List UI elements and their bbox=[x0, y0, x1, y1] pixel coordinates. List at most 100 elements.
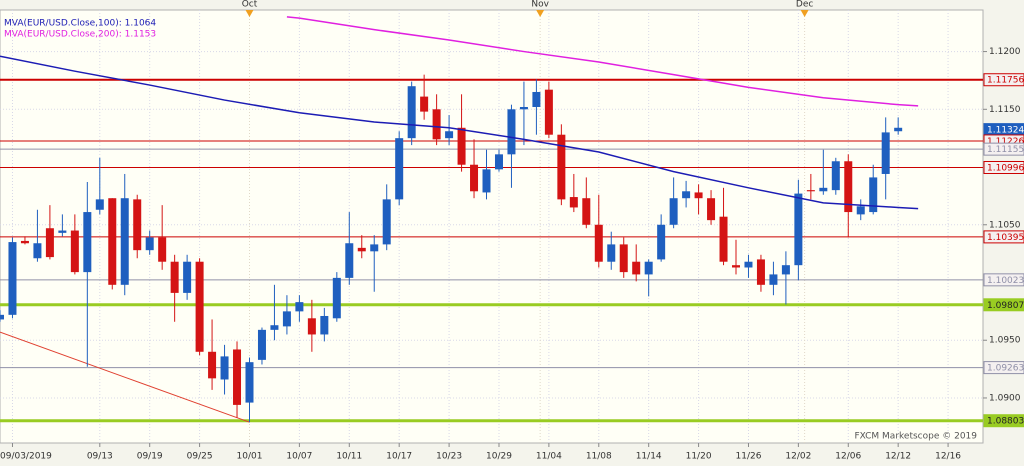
candle-body bbox=[370, 244, 379, 252]
candle-body bbox=[707, 198, 716, 221]
candle-body bbox=[282, 311, 291, 327]
candle-body bbox=[183, 261, 192, 293]
level-label: 1.08803 bbox=[987, 417, 1024, 427]
candle-body bbox=[732, 265, 741, 268]
legend-entry: MVA(EUR/USD.Close,100): 1.1064 bbox=[4, 19, 156, 29]
candle-body bbox=[307, 318, 316, 335]
x-tick-label: 09/19 bbox=[137, 452, 163, 462]
candle-body bbox=[233, 349, 242, 405]
candle-body bbox=[482, 169, 491, 193]
candle-body bbox=[8, 242, 17, 315]
candle-body bbox=[632, 261, 641, 275]
candle-body bbox=[432, 109, 441, 140]
candle-body bbox=[457, 127, 466, 165]
y-tick-label: 1.1150 bbox=[989, 105, 1021, 115]
level-label-box bbox=[983, 298, 1024, 312]
candle-body bbox=[357, 247, 366, 252]
candle-body bbox=[794, 193, 803, 266]
x-tick-label: 10/07 bbox=[286, 452, 312, 462]
candle-body bbox=[594, 224, 603, 262]
candle-body bbox=[70, 230, 79, 273]
level-label-box bbox=[983, 142, 1024, 156]
candle-body bbox=[619, 244, 628, 273]
level-label: 1.09263 bbox=[987, 364, 1024, 374]
candle-body bbox=[644, 261, 653, 275]
level-label-box bbox=[983, 414, 1024, 428]
candle-body bbox=[120, 198, 129, 285]
x-tick-label: 11/08 bbox=[586, 452, 612, 462]
candle-body bbox=[208, 351, 217, 379]
y-tick-label: 1.0900 bbox=[989, 393, 1021, 403]
candle-body bbox=[607, 244, 616, 262]
month-marker bbox=[245, 10, 254, 17]
candle-body bbox=[881, 132, 890, 174]
level-label: 1.10996 bbox=[987, 163, 1024, 173]
candle-body bbox=[270, 325, 279, 330]
candle-body bbox=[507, 109, 516, 155]
legend-entry: MVA(EUR/USD.Close,200): 1.1153 bbox=[4, 30, 156, 40]
candle-body bbox=[95, 199, 104, 210]
month-marker bbox=[536, 10, 545, 17]
moving-average bbox=[0, 55, 919, 210]
candle-body bbox=[245, 362, 254, 403]
candle-body bbox=[420, 96, 429, 112]
level-label: 1.09807 bbox=[987, 301, 1024, 311]
level-label: 1.11756 bbox=[987, 76, 1024, 86]
x-tick-label: 09/13 bbox=[87, 452, 113, 462]
x-tick-label: 10/29 bbox=[486, 452, 512, 462]
level-label: 1.11324 bbox=[987, 126, 1024, 136]
candle-body bbox=[45, 228, 54, 258]
candle-body bbox=[719, 216, 728, 262]
candle-body bbox=[519, 106, 528, 110]
candle-body bbox=[20, 240, 29, 244]
y-tick-label: 1.0950 bbox=[989, 336, 1021, 346]
candle-body bbox=[544, 89, 553, 135]
candle-body bbox=[320, 315, 329, 335]
candle-body bbox=[869, 177, 878, 213]
candle-body bbox=[856, 206, 865, 215]
candle-body bbox=[295, 302, 304, 312]
candle-body bbox=[494, 154, 503, 170]
level-label: 1.11155 bbox=[987, 145, 1024, 155]
candle-body bbox=[257, 329, 266, 360]
plot-area bbox=[0, 9, 984, 444]
x-tick-label: 10/11 bbox=[336, 452, 362, 462]
x-tick-label: 11/20 bbox=[686, 452, 712, 462]
candle-body bbox=[470, 164, 479, 192]
candle-body bbox=[819, 187, 828, 192]
candle-body bbox=[669, 198, 678, 225]
moving-average bbox=[286, 16, 919, 107]
candle-body bbox=[756, 259, 765, 285]
level-label-box bbox=[983, 230, 1024, 244]
trendline bbox=[0, 331, 250, 423]
candle-body bbox=[133, 199, 142, 251]
candle-body bbox=[145, 237, 154, 251]
candle-body bbox=[569, 197, 578, 208]
level-label-box bbox=[983, 73, 1024, 87]
candle-body bbox=[382, 199, 391, 245]
candle-body bbox=[694, 192, 703, 199]
candle-body bbox=[769, 274, 778, 285]
watermark: FXCM Marketscope © 2019 bbox=[854, 432, 977, 442]
month-label: Oct bbox=[242, 0, 258, 10]
candle-body bbox=[657, 224, 666, 260]
x-tick-label: 11/26 bbox=[736, 452, 762, 462]
candle-body bbox=[395, 138, 404, 200]
candle-body bbox=[83, 212, 92, 273]
candle-body bbox=[407, 86, 416, 139]
candle-body bbox=[158, 237, 167, 262]
candle-body bbox=[33, 243, 42, 259]
level-label: 1.11226 bbox=[987, 137, 1024, 147]
level-label-box bbox=[983, 160, 1024, 174]
candle-body bbox=[894, 127, 903, 132]
candle-body bbox=[108, 198, 117, 285]
x-tick-label: 11/14 bbox=[636, 452, 662, 462]
candle-body bbox=[806, 190, 815, 192]
candle-body bbox=[532, 91, 541, 107]
x-tick-label: 12/12 bbox=[885, 452, 911, 462]
level-label: 1.10023 bbox=[987, 276, 1024, 286]
level-label-box bbox=[983, 361, 1024, 375]
x-tick-label: 12/06 bbox=[835, 452, 861, 462]
x-tick-label: 12/16 bbox=[935, 452, 961, 462]
